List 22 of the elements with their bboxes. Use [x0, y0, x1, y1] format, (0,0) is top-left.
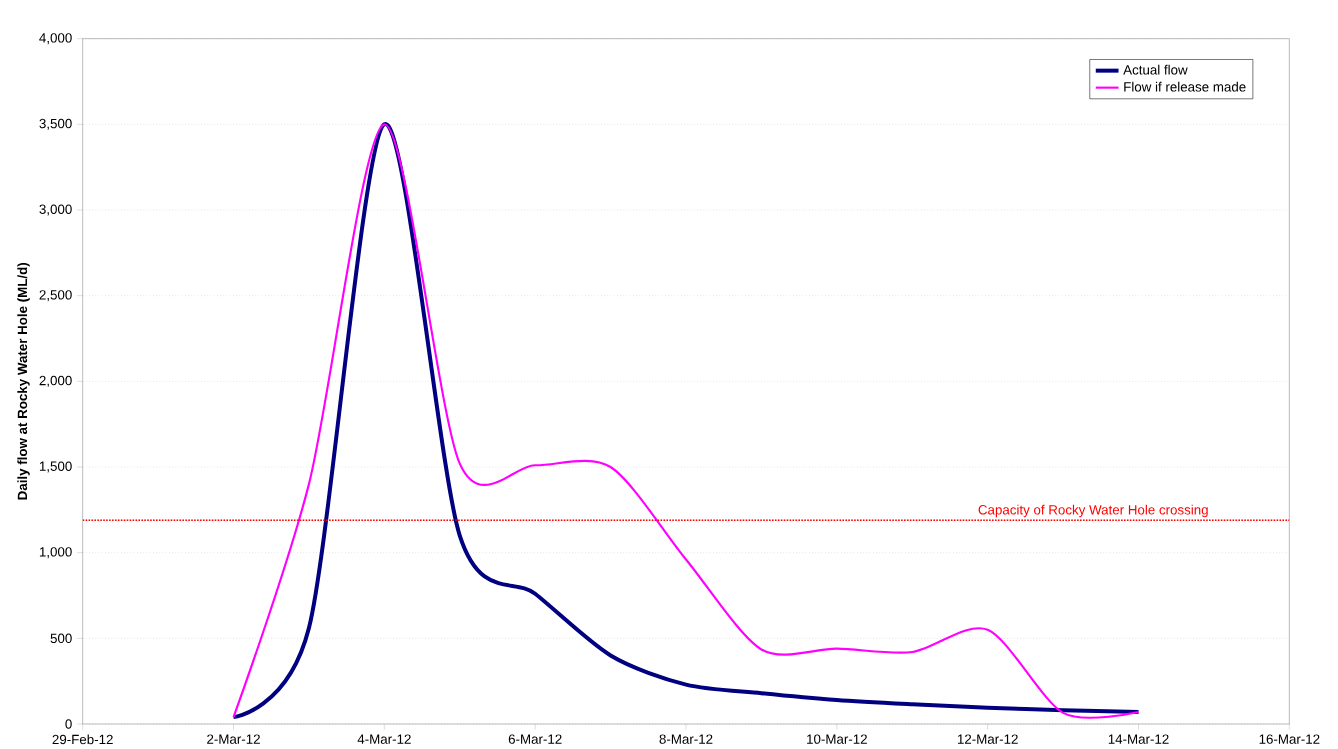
x-tick-label: 16-Mar-12	[1259, 734, 1320, 745]
x-tick-label: 8-Mar-12	[659, 734, 713, 745]
x-tick-label: 12-Mar-12	[957, 734, 1018, 745]
y-tick-label: 3,500	[39, 119, 72, 131]
x-tick-label: 29-Feb-12	[52, 734, 113, 745]
x-tick-label: 4-Mar-12	[357, 734, 411, 745]
x-tick-label: 10-Mar-12	[807, 734, 867, 745]
y-tick-label: 4,000	[39, 33, 72, 45]
legend-label: Actual flow	[1123, 65, 1188, 75]
ref-line-label: Capacity of Rocky Water Hole crossing	[978, 504, 1208, 518]
x-tick-label: 2-Mar-12	[207, 734, 260, 745]
x-tick-label: 6-Mar-12	[508, 734, 562, 745]
y-axis-title: Daily flow at Rocky Water Hole (ML/d)	[17, 263, 30, 500]
y-tick-label: 2,500	[39, 290, 72, 302]
y-tick-label: 2,000	[39, 376, 72, 388]
y-tick-label: 3,000	[39, 204, 72, 216]
x-tick-label: 14-Mar-12	[1108, 734, 1169, 745]
y-tick-label: 500	[50, 633, 72, 644]
y-tick-label: 1,000	[39, 547, 72, 559]
legend-label: Flow if release made	[1124, 82, 1246, 92]
y-tick-label: 1,500	[39, 461, 72, 473]
y-tick-label: 0	[65, 719, 72, 729]
